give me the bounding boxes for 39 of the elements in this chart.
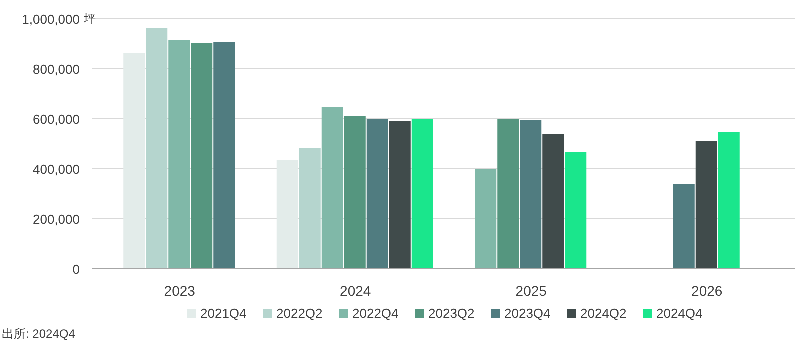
y-tick-label: 600,000	[33, 112, 80, 127]
bar	[276, 160, 298, 269]
bar	[299, 148, 321, 269]
legend-label: 2024Q4	[656, 306, 703, 321]
legend-label: 2022Q4	[352, 306, 399, 321]
bar	[520, 120, 542, 269]
bar	[673, 184, 695, 269]
bar	[366, 119, 388, 269]
bar	[322, 107, 344, 269]
x-tick-label: 2026	[692, 283, 723, 299]
x-tick-label: 2023	[164, 283, 196, 299]
bar	[718, 132, 740, 269]
y-axis-title: 坪	[83, 12, 96, 26]
y-tick-label: 200,000	[33, 212, 80, 227]
bar	[191, 43, 213, 269]
bar	[214, 42, 236, 269]
legend-label: 2023Q2	[428, 306, 475, 321]
y-tick-label: 1,000,000	[22, 12, 80, 27]
x-tick-label: 2025	[516, 283, 548, 299]
legend-label: 2024Q2	[580, 306, 627, 321]
bar	[475, 169, 497, 269]
y-tick-label: 800,000	[33, 62, 80, 77]
y-tick-label: 400,000	[33, 162, 80, 177]
bar	[146, 28, 168, 269]
bar	[412, 119, 434, 269]
legend-label: 2023Q4	[504, 306, 551, 321]
legend-label: 2022Q2	[276, 306, 323, 321]
bar	[124, 53, 146, 269]
bar	[168, 40, 190, 269]
bar	[498, 119, 520, 269]
x-tick-label: 2024	[340, 283, 372, 299]
y-tick-label: 0	[72, 262, 80, 277]
text: 出所: 2024Q4	[2, 327, 76, 341]
bar	[389, 121, 411, 269]
bar	[565, 152, 587, 269]
bar	[344, 116, 366, 269]
bar	[696, 141, 718, 269]
legend-label: 2021Q4	[200, 306, 247, 321]
bar	[542, 134, 564, 269]
